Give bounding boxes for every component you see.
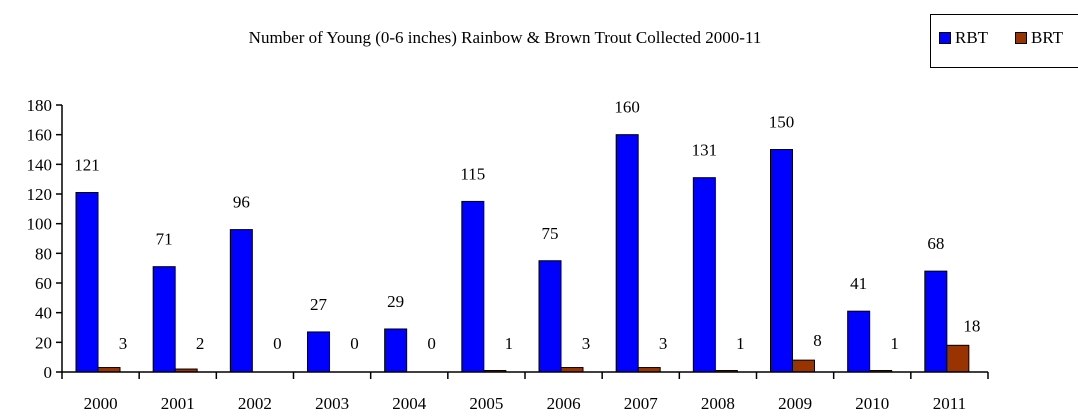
legend-swatch-brt bbox=[1015, 32, 1027, 44]
x-tick-label: 2004 bbox=[392, 394, 427, 413]
data-label-rbt: 68 bbox=[927, 234, 944, 253]
data-label-rbt: 115 bbox=[460, 164, 485, 183]
data-label-rbt: 75 bbox=[542, 224, 559, 243]
bar-rbt bbox=[615, 134, 639, 373]
data-label-rbt: 131 bbox=[692, 141, 718, 160]
y-tick-label: 140 bbox=[27, 155, 53, 174]
chart-legend: RBT BRT bbox=[930, 14, 1078, 68]
data-label-brt: 3 bbox=[659, 334, 668, 353]
x-tick-label: 2003 bbox=[315, 394, 349, 413]
legend-item-rbt: RBT bbox=[939, 28, 988, 48]
data-label-brt: 2 bbox=[196, 334, 205, 353]
x-tick-label: 2009 bbox=[778, 394, 812, 413]
data-label-brt: 8 bbox=[813, 331, 822, 350]
bar-rbt bbox=[924, 270, 948, 373]
y-tick-label: 160 bbox=[27, 126, 53, 145]
bar-rbt bbox=[384, 328, 408, 373]
x-tick-label: 2002 bbox=[238, 394, 272, 413]
x-tick-label: 2006 bbox=[547, 394, 581, 413]
y-tick-label: 80 bbox=[35, 244, 52, 263]
x-tick-label: 2010 bbox=[855, 394, 889, 413]
data-label-brt: 18 bbox=[963, 316, 980, 335]
y-tick-label: 0 bbox=[44, 363, 53, 382]
x-tick-label: 2005 bbox=[469, 394, 503, 413]
bar-rbt bbox=[152, 266, 176, 373]
y-tick-label: 40 bbox=[35, 304, 52, 323]
x-tick-label: 2008 bbox=[701, 394, 735, 413]
data-label-brt: 1 bbox=[736, 334, 745, 353]
data-label-brt: 0 bbox=[427, 334, 436, 353]
data-label-brt: 3 bbox=[119, 334, 128, 353]
bar-rbt bbox=[461, 200, 485, 373]
data-label-rbt: 96 bbox=[233, 193, 250, 212]
y-tick-label: 60 bbox=[35, 274, 52, 293]
x-tick-label: 2007 bbox=[624, 394, 659, 413]
data-label-rbt: 160 bbox=[614, 98, 640, 117]
legend-label-brt: BRT bbox=[1031, 28, 1064, 47]
x-tick-label: 2000 bbox=[84, 394, 118, 413]
data-label-rbt: 71 bbox=[156, 230, 173, 249]
y-tick-label: 100 bbox=[27, 215, 53, 234]
x-tick-label: 2011 bbox=[933, 394, 966, 413]
data-label-brt: 1 bbox=[890, 334, 899, 353]
data-label-brt: 0 bbox=[350, 334, 359, 353]
data-label-rbt: 121 bbox=[74, 156, 100, 175]
bar-rbt bbox=[770, 149, 793, 373]
data-label-rbt: 27 bbox=[310, 295, 328, 314]
legend-label-rbt: RBT bbox=[955, 28, 989, 47]
bar-rbt bbox=[307, 331, 330, 373]
data-label-rbt: 29 bbox=[387, 292, 404, 311]
y-tick-label: 20 bbox=[35, 333, 52, 352]
data-label-brt: 3 bbox=[582, 334, 591, 353]
bar-brt bbox=[792, 359, 815, 373]
chart-title: Number of Young (0-6 inches) Rainbow & B… bbox=[248, 28, 762, 47]
legend-item-brt: BRT bbox=[1015, 28, 1063, 48]
data-label-brt: 0 bbox=[273, 334, 282, 353]
y-tick-label: 180 bbox=[27, 96, 53, 115]
bar-rbt bbox=[75, 192, 99, 373]
bar-rbt bbox=[229, 229, 253, 373]
bar-rbt bbox=[692, 177, 716, 373]
y-tick-label: 120 bbox=[27, 185, 53, 204]
bar-rbt bbox=[538, 260, 562, 373]
legend-swatch-rbt bbox=[939, 32, 951, 44]
bar-rbt bbox=[847, 310, 871, 373]
data-label-rbt: 41 bbox=[850, 274, 867, 293]
bar-brt bbox=[946, 344, 970, 373]
data-label-rbt: 150 bbox=[769, 113, 795, 132]
data-label-brt: 1 bbox=[505, 334, 514, 353]
x-tick-label: 2001 bbox=[161, 394, 195, 413]
